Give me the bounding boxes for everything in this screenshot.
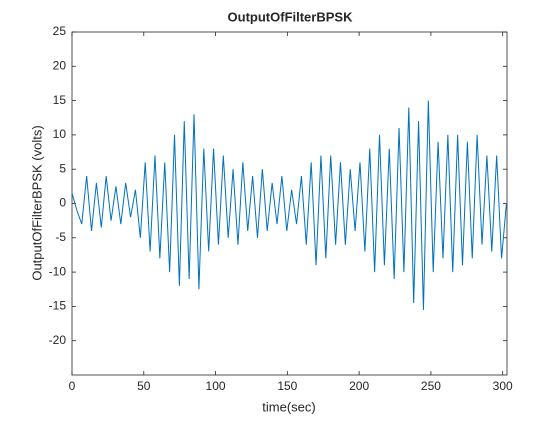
x-tick-label: 300 [493, 379, 513, 393]
x-axis-label: time(sec) [262, 399, 315, 414]
x-tick-label: 150 [277, 379, 297, 393]
y-tick-label: -10 [49, 264, 67, 278]
axes-box [71, 31, 508, 376]
y-tick-label: -5 [55, 230, 66, 244]
y-tick-label: 0 [59, 196, 66, 210]
y-tick-label: 10 [53, 127, 67, 141]
data-line [71, 100, 507, 310]
x-tick-label: 200 [349, 379, 369, 393]
chart-title: OutputOfFilterBPSK [228, 9, 354, 24]
x-tick-label: 100 [206, 379, 226, 393]
y-axis-label: OutputOfFilterBPSK (volts) [29, 125, 44, 280]
x-tick-label: 0 [69, 379, 76, 393]
y-tick-label: 15 [53, 93, 67, 107]
y-tick-label: 25 [53, 24, 67, 38]
y-tick-label: -15 [49, 299, 67, 313]
x-tick-label: 50 [137, 379, 151, 393]
y-tick-label: 5 [59, 161, 66, 175]
y-tick-label: 20 [53, 58, 67, 72]
x-tick-label: 250 [421, 379, 441, 393]
y-tick-label: -20 [49, 333, 67, 347]
